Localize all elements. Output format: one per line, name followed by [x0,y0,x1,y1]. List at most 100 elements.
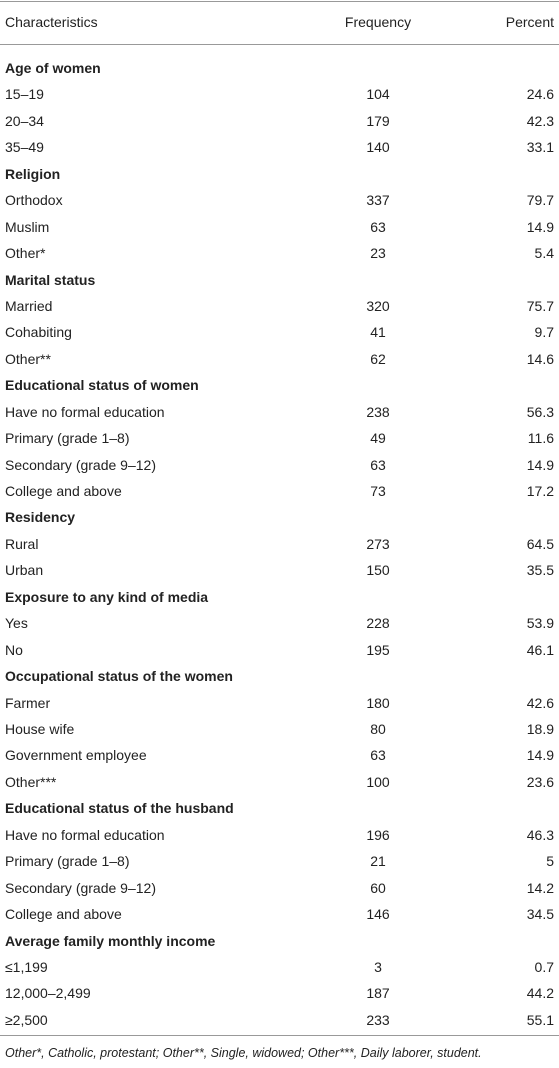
value-cell: 35.5 [526,562,554,579]
label-cell: Other*** [5,773,57,790]
value-cell: 62 [370,350,386,367]
group-title: Religion [5,165,61,182]
group-row: Religion [0,161,559,187]
value-cell: 14.9 [526,747,554,764]
value-cell: 3 [374,958,382,975]
label-cell: Primary (grade 1–8) [5,853,130,870]
label-cell: Married [5,297,53,314]
group-row: Educational status of the husband [0,795,559,821]
top-rule [0,1,559,2]
data-row: College and above 146 34.5 [0,901,559,927]
data-row: ≤1,199 3 0.7 [0,954,559,980]
value-cell: 55.1 [526,1011,554,1028]
label-cell: Rural [5,535,39,552]
group-title: Age of women [5,60,101,76]
data-row: Farmer 180 42.6 [0,690,559,716]
value-cell: 233 [366,1011,390,1028]
data-row: Secondary (grade 9–12) 63 14.9 [0,452,559,478]
value-cell: 140 [366,139,390,156]
value-cell: 273 [366,535,390,552]
value-cell: 63 [370,456,386,473]
data-row: No 195 46.1 [0,637,559,663]
data-row: Married 320 75.7 [0,293,559,319]
data-row: House wife 80 18.9 [0,716,559,742]
value-cell: 14.9 [526,456,554,473]
label-cell: Farmer [5,694,51,711]
data-row: 12,000–2,499 187 44.2 [0,980,559,1006]
data-row: 35–49 140 33.1 [0,134,559,160]
label-cell: College and above [5,483,122,500]
data-row: Rural 273 64.5 [0,531,559,557]
value-cell: 14.9 [526,218,554,235]
label-cell: Other* [5,245,46,262]
value-cell: 80 [370,721,386,737]
group-title: Exposure to any kind of media [5,588,209,605]
group-title: Educational status of women [5,377,199,394]
value-cell: 9.7 [534,324,554,341]
value-cell: 228 [366,615,390,632]
value-cell: 100 [366,773,390,790]
value-cell: 150 [366,562,390,579]
label-cell: Muslim [5,218,50,235]
label-cell: 20–34 [5,112,44,129]
group-title: Occupational status of the women [5,668,233,685]
group-title: Educational status of the husband [5,800,234,817]
data-row: Cohabiting 41 9.7 [0,319,559,345]
label-cell: House wife [5,721,75,737]
label-cell: Cohabiting [5,324,72,341]
label-cell: ≥2,500 [5,1011,48,1028]
value-cell: 180 [366,694,390,711]
label-cell: Orthodox [5,192,63,209]
data-row: Muslim 63 14.9 [0,214,559,240]
value-cell: 49 [370,430,386,447]
value-cell: 21 [370,853,386,870]
value-cell: 63 [370,218,386,235]
value-cell: 187 [366,985,390,1002]
label-cell: No [5,641,23,658]
value-cell: 104 [366,86,390,103]
value-cell: 60 [370,879,386,896]
value-cell: 42.3 [526,112,554,129]
footnote: Other*, Catholic, protestant; Other**, S… [5,1046,482,1060]
label-cell: 35–49 [5,139,44,156]
value-cell: 196 [366,826,390,843]
data-row: Government employee 63 14.9 [0,742,559,768]
value-cell: 23.6 [526,773,554,790]
value-cell: 320 [366,297,390,314]
data-row: Orthodox 337 79.7 [0,187,559,213]
value-cell: 53.9 [526,615,554,632]
label-cell: Have no formal education [5,826,165,843]
value-cell: 33.1 [526,139,554,156]
value-cell: 46.3 [526,826,554,843]
label-cell: Secondary (grade 9–12) [5,879,156,896]
value-cell: 11.6 [527,430,554,447]
value-cell: 64.5 [526,535,554,552]
value-cell: 5 [546,853,554,870]
value-cell: 44.2 [526,985,554,1002]
value-cell: 337 [366,192,390,209]
data-row: Secondary (grade 9–12) 60 14.2 [0,875,559,901]
value-cell: 238 [366,403,390,420]
value-cell: 41 [370,324,386,341]
group-title: Average family monthly income [5,932,216,949]
group-row: Exposure to any kind of media [0,584,559,610]
group-row: Occupational status of the women [0,663,559,689]
header-row: Characteristics Frequency Percent [0,9,559,35]
data-row: 15–19 104 24.6 [0,81,559,107]
data-row: ≥2,500 233 55.1 [0,1007,559,1033]
header-cell: Percent [505,14,554,30]
value-cell: 179 [366,112,390,129]
value-cell: 46.1 [526,641,554,658]
value-cell: 18.9 [526,721,554,737]
data-row: Other** 62 14.6 [0,346,559,372]
group-row: Residency [0,504,559,530]
group-row: Average family monthly income [0,928,559,954]
data-row: Have no formal education 196 46.3 [0,822,559,848]
data-row: Primary (grade 1–8) 49 11.6 [0,425,559,451]
value-cell: 195 [366,641,390,658]
label-cell: Urban [5,562,44,579]
data-row: 20–34 179 42.3 [0,108,559,134]
value-cell: 24.6 [526,86,554,103]
value-cell: 5.4 [534,245,554,262]
label-cell: Primary (grade 1–8) [5,430,130,447]
